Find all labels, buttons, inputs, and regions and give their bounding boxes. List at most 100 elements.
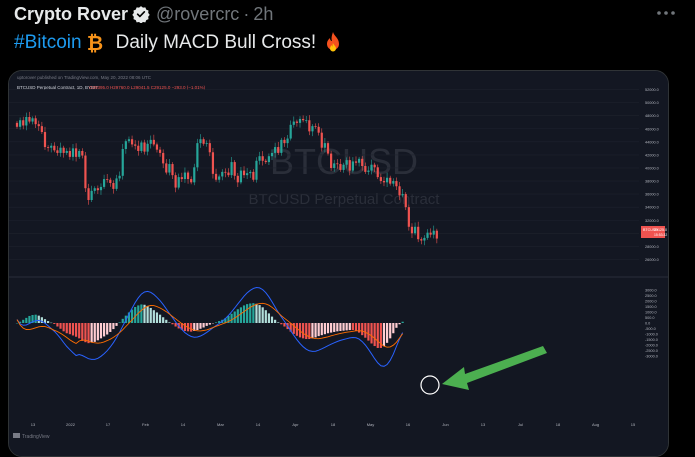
histogram-bar	[352, 323, 354, 330]
histogram-bar	[119, 322, 121, 323]
histogram-bar	[35, 315, 37, 323]
price-tick-label: 28000.0	[645, 245, 659, 249]
date-tick-label: 17	[106, 422, 111, 427]
separator: ·	[243, 4, 249, 25]
histogram-bar	[265, 310, 267, 323]
histogram-bar	[302, 323, 304, 338]
date-tick-label: 16	[406, 422, 411, 427]
histogram-bar	[370, 323, 372, 343]
histogram-bar	[153, 310, 155, 323]
handle[interactable]: @rovercrc	[156, 4, 239, 25]
histogram-bar	[246, 304, 248, 323]
histogram-bar	[25, 318, 27, 323]
date-tick-label: 18	[331, 422, 336, 427]
histogram-bar	[66, 323, 68, 333]
histogram-bar	[374, 323, 376, 346]
histogram-bar	[53, 323, 55, 324]
histogram-bar	[258, 305, 260, 323]
hashtag-link[interactable]: #Bitcoin	[14, 32, 82, 54]
tradingview-chart: uptorover published on TradingView.com, …	[9, 71, 668, 456]
histogram-bar	[122, 319, 124, 323]
histogram-bar	[318, 323, 320, 336]
date-tick-label: 13	[481, 422, 486, 427]
macd-tick-label: 1000.0	[645, 311, 657, 315]
display-name[interactable]: Crypto Rover	[14, 4, 128, 25]
candle	[330, 151, 332, 171]
histogram-bar	[330, 323, 332, 333]
macd-tick-label: 500.0	[645, 316, 655, 320]
histogram-bar	[59, 323, 61, 329]
histogram-bar	[206, 323, 208, 326]
watermark-symbol: BTCUSD	[270, 141, 418, 182]
histogram-bar	[268, 313, 270, 323]
histogram-bar	[56, 323, 58, 327]
histogram-bar	[134, 307, 136, 323]
date-tick-label: 13	[31, 422, 36, 427]
tweet-header: Crypto Rover @rovercrc · 2h	[14, 2, 273, 26]
histogram-bar	[230, 314, 232, 323]
last-price-value: 29125.0	[654, 228, 667, 232]
histogram-bar	[215, 322, 217, 323]
last-price-countdown: 15:53:32	[654, 233, 667, 237]
histogram-bar	[190, 323, 192, 332]
tweet-media-image[interactable]: uptorover published on TradingView.com, …	[8, 70, 669, 457]
histogram-bar	[355, 323, 357, 331]
price-tick-label: 38000.0	[645, 180, 659, 184]
histogram-bar	[115, 323, 117, 326]
histogram-bar	[336, 323, 338, 331]
histogram-bar	[386, 323, 388, 343]
histogram-bar	[209, 323, 211, 325]
histogram-bar	[47, 321, 49, 323]
macd-tick-label: -1000.0	[645, 333, 658, 337]
candle	[196, 139, 198, 171]
more-options-icon[interactable]	[655, 6, 677, 20]
tweet-body: Daily MACD Bull Cross!	[116, 32, 317, 54]
histogram-bar	[339, 323, 341, 331]
histogram-bar	[100, 323, 102, 338]
macd-tick-label: 2000.0	[645, 300, 657, 304]
histogram-bar	[280, 323, 282, 324]
histogram-bar	[255, 304, 257, 323]
histogram-bar	[156, 312, 158, 323]
timestamp[interactable]: 2h	[253, 4, 273, 25]
svg-text:₿: ₿	[86, 32, 102, 54]
histogram-bar	[168, 322, 170, 323]
histogram-bar	[162, 317, 164, 323]
fire-icon	[322, 31, 344, 55]
histogram-bar	[277, 322, 279, 323]
histogram-bar	[91, 323, 93, 343]
date-tick-label: 18	[556, 422, 561, 427]
tweet-text: #Bitcoin ₿ Daily MACD Bull Cross!	[14, 30, 344, 56]
last-price-label: BTCUSD 29125.0 15:53:32	[641, 226, 667, 238]
histogram-bar	[346, 323, 348, 330]
watermark-description: BTCUSD Perpetual Contract	[249, 191, 441, 208]
price-tick-label: 34000.0	[645, 206, 659, 210]
histogram-bar	[199, 323, 201, 329]
histogram-bar	[389, 323, 391, 338]
histogram-bar	[271, 317, 273, 323]
macd-tick-label: -2500.0	[645, 349, 658, 353]
candle	[122, 144, 124, 180]
histogram-bar	[402, 322, 404, 323]
histogram-bar	[22, 320, 24, 323]
histogram-bar	[392, 323, 394, 333]
date-tick-label: May	[367, 422, 375, 427]
histogram-bar	[171, 323, 173, 324]
date-tick-label: 15	[631, 422, 636, 427]
histogram-bar	[305, 323, 307, 339]
histogram-bar	[97, 323, 99, 340]
histogram-bar	[383, 323, 385, 346]
histogram-bar	[140, 304, 142, 323]
candle	[327, 141, 329, 155]
date-tick-label: 2022	[66, 422, 76, 427]
candle	[408, 204, 410, 230]
date-tick-label: 14	[181, 422, 186, 427]
date-tick-label: Jun	[442, 422, 448, 427]
histogram-bar	[314, 323, 316, 337]
histogram-bar	[196, 323, 198, 330]
price-tick-label: 52000.0	[645, 88, 659, 92]
histogram-bar	[342, 323, 344, 331]
histogram-bar	[165, 320, 167, 323]
tradingview-logo-text: TradingView	[22, 434, 50, 440]
histogram-bar	[75, 323, 77, 337]
